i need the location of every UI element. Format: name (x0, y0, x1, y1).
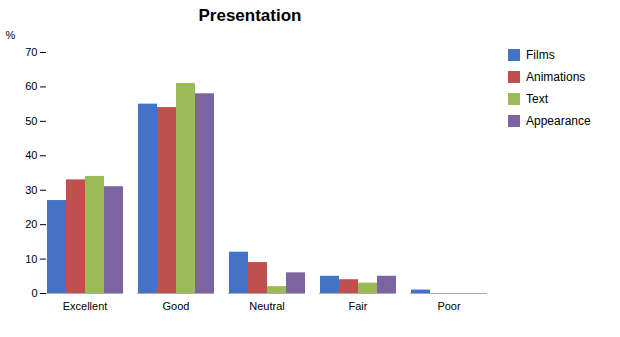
svg-text:50: 50 (25, 115, 37, 127)
svg-text:Neutral: Neutral (249, 300, 284, 312)
html-text:Appearance: Appearance (526, 114, 591, 128)
svg-text:70: 70 (25, 46, 37, 58)
svg-text:60: 60 (25, 80, 37, 92)
svg-text:Fair: Fair (349, 300, 368, 312)
html-text:Films: Films (526, 48, 555, 62)
svg-text:40: 40 (25, 149, 37, 161)
svg-text:Excellent: Excellent (63, 300, 108, 312)
svg-text:%: % (6, 29, 16, 41)
svg-text:20: 20 (25, 218, 37, 230)
svg-text:0: 0 (31, 287, 37, 299)
html-text:Animations: Animations (526, 70, 586, 84)
html-text:Text: Text (526, 92, 548, 106)
svg-text:10: 10 (25, 253, 37, 265)
svg-text:Good: Good (163, 300, 190, 312)
svg-text:30: 30 (25, 184, 37, 196)
html-text:Presentation: Presentation (198, 6, 302, 25)
svg-text:Poor: Poor (437, 300, 461, 312)
